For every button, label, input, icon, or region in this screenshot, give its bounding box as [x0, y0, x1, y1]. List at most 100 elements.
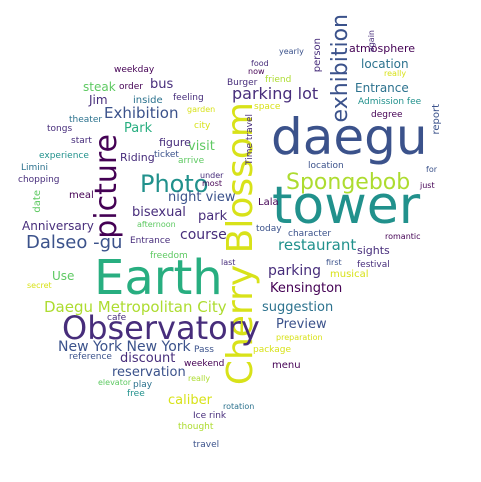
word: travel [193, 440, 220, 450]
word: Jim [89, 93, 108, 107]
word: chopping [18, 175, 60, 185]
word: sights [357, 244, 390, 257]
word: order [119, 82, 143, 92]
word: freedom [150, 251, 188, 261]
word: tongs [47, 124, 73, 134]
word: again [367, 30, 376, 53]
word: today [256, 224, 282, 234]
word: Lala [258, 197, 279, 208]
word: Time travel [245, 114, 255, 165]
word: location [308, 161, 344, 171]
word: friend [265, 75, 292, 85]
word: discount [120, 351, 176, 366]
word: night view [168, 190, 236, 205]
word: city [194, 121, 211, 131]
word: person [312, 38, 323, 73]
word: course [180, 227, 227, 243]
word: menu [272, 360, 301, 371]
word: really [188, 374, 211, 383]
word: Riding [120, 151, 155, 164]
word: free [127, 389, 145, 399]
word: romantic [385, 232, 421, 241]
word: Admission fee [358, 97, 422, 107]
word: festival [357, 260, 390, 270]
word: daegu [271, 108, 428, 166]
word: Exhibition [104, 104, 179, 122]
word: weekend [184, 359, 225, 369]
word: package [253, 345, 291, 355]
word: theater [69, 115, 103, 125]
word: most [202, 179, 222, 188]
word: exhibition [328, 14, 353, 123]
word: afternoon [137, 220, 176, 229]
word: steak [83, 80, 116, 94]
word: reservation [112, 365, 186, 380]
word: play [133, 380, 153, 390]
word: musical [330, 269, 369, 280]
word: start [71, 136, 92, 146]
word: park [198, 209, 228, 224]
word: Earth [94, 250, 223, 306]
word: rotation [223, 402, 255, 411]
word: secret [27, 281, 52, 290]
word: arrive [178, 156, 205, 166]
word: New York New York [58, 339, 191, 355]
word: cafe [107, 313, 127, 323]
word: Spongebob [286, 170, 411, 195]
word: meal [69, 190, 94, 201]
word: Park [124, 121, 153, 136]
word: Photo [140, 170, 209, 198]
word: weekday [114, 65, 155, 75]
word: thought [178, 422, 214, 432]
word: inside [133, 95, 163, 106]
word: garden [187, 105, 216, 114]
word: Entrance [130, 236, 171, 246]
word: ticket [154, 150, 179, 160]
word: bus [150, 77, 174, 92]
word: Limini [21, 163, 48, 173]
word: experience [39, 151, 89, 161]
word: Daegu Metropolitan City [44, 298, 227, 316]
word: Entrance [355, 81, 409, 95]
word: location [361, 57, 409, 71]
word: reference [69, 352, 112, 362]
word: atmosphere [349, 42, 415, 55]
word: Anniversary [22, 219, 94, 233]
word: figure [159, 136, 191, 149]
word: space [254, 102, 281, 112]
word: elevator [98, 378, 132, 387]
word: parking lot [232, 84, 319, 103]
word: first [326, 258, 342, 267]
word: character [288, 229, 332, 239]
word: tower [272, 176, 421, 236]
word: report [431, 104, 442, 135]
word: degree [371, 110, 403, 120]
word: Dalseo -gu [26, 232, 123, 253]
word: just [420, 181, 435, 190]
word: Use [52, 269, 75, 283]
word: Ice rink [193, 411, 227, 421]
word: date [32, 190, 43, 213]
word: parking [268, 263, 321, 279]
word: Kensington [270, 281, 343, 296]
word: Observatory [62, 309, 260, 347]
word: Burger [227, 78, 258, 88]
word: yearly [279, 47, 304, 56]
word: bisexual [132, 205, 186, 220]
word: visit [188, 139, 215, 154]
word: feeling [173, 93, 204, 103]
word: for [426, 165, 437, 174]
word: food [251, 59, 269, 68]
word: really [384, 69, 407, 78]
word: Preview [276, 317, 327, 332]
word: picture [89, 134, 124, 239]
word: suggestion [262, 300, 334, 315]
word: last [221, 258, 236, 267]
word: Pass [194, 345, 214, 355]
word: now [248, 67, 265, 76]
word: preparation [276, 333, 323, 342]
word: caliber [168, 393, 212, 408]
word: under [200, 171, 224, 180]
word: restaurant [278, 236, 357, 254]
